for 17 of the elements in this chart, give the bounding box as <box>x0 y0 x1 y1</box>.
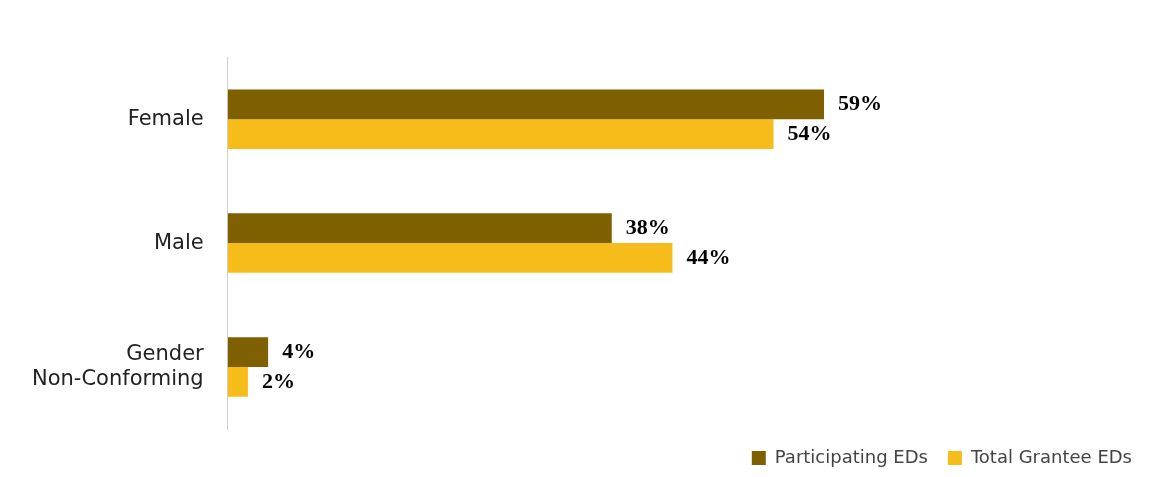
data-label: 59% <box>838 89 883 115</box>
y-tick-label: Gender Non-Conforming <box>32 340 205 391</box>
bar <box>227 243 673 273</box>
data-label: 4% <box>282 337 316 363</box>
bar <box>227 367 248 397</box>
bar <box>227 213 612 244</box>
data-label: 2% <box>261 367 295 393</box>
y-tick-label: Male <box>153 229 204 254</box>
data-label: 54% <box>787 119 832 145</box>
legend-label: Total Grantee EDs <box>969 445 1133 467</box>
data-label: 44% <box>686 243 731 269</box>
data-label: 38% <box>625 213 670 239</box>
bar <box>227 337 269 368</box>
bar <box>227 89 825 120</box>
bar <box>227 119 774 149</box>
y-tick-label: Female <box>127 105 204 130</box>
legend-label: Participating EDs <box>774 445 928 467</box>
